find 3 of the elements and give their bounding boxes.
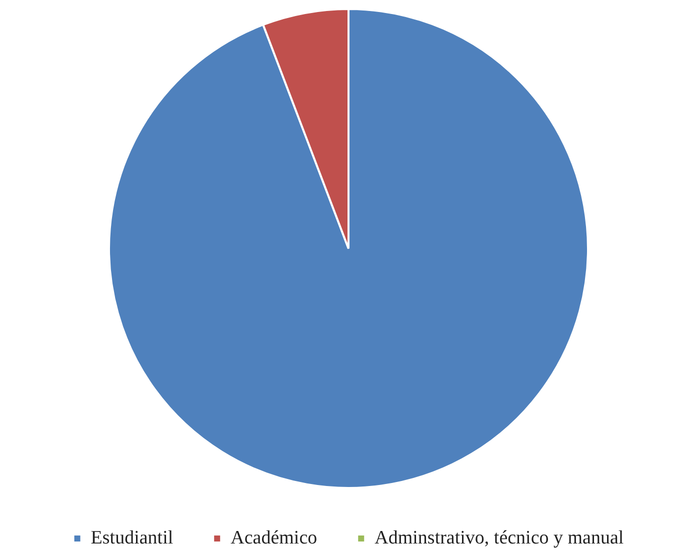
legend-label: Académico bbox=[230, 527, 318, 548]
legend-label: Adminstrativo, técnico y manual bbox=[374, 527, 624, 548]
legend-label: Estudiantil bbox=[90, 527, 174, 548]
